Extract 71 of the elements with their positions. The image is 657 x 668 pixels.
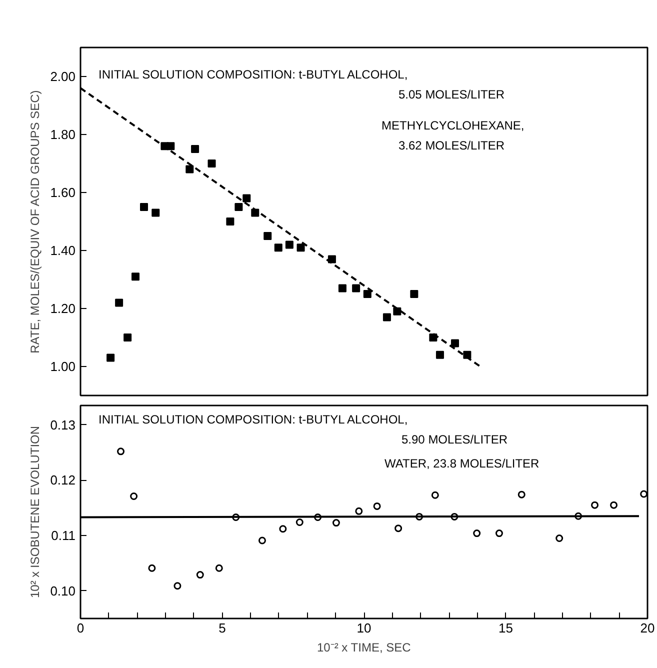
y-tick-label: 1.40 — [50, 243, 76, 258]
point — [264, 232, 272, 240]
point — [352, 284, 360, 292]
annotation: 5.05 MOLES/LITER — [398, 88, 505, 102]
y-axis-title: RATE, MOLES/(EQUIV OF ACID GROUPS SEC) — [28, 90, 42, 354]
point — [234, 203, 243, 211]
x-tick-label: 15 — [498, 620, 513, 636]
point — [191, 145, 200, 153]
y-axis-title: 10² x ISOBUTENE EVOLUTION — [28, 426, 42, 598]
x-tick-label: 0 — [76, 620, 84, 636]
point — [226, 218, 234, 226]
point — [640, 490, 648, 498]
x-tick-label: 20 — [640, 620, 655, 636]
annotation: INITIAL SOLUTION COMPOSITION: t-BUTYL ALCOHOL, — [98, 68, 408, 82]
point — [117, 448, 125, 456]
point — [106, 354, 115, 362]
annotation: WATER, 23.8 MOLES/LITER — [384, 456, 540, 470]
point — [363, 290, 372, 298]
point — [215, 564, 223, 572]
point — [196, 571, 204, 579]
y-tick-label: 0.10 — [50, 583, 76, 598]
point — [410, 290, 418, 298]
point — [148, 564, 156, 572]
point — [132, 272, 140, 281]
annotation: 5.90 MOLES/LITER — [402, 432, 508, 446]
point — [451, 339, 460, 348]
annotation: INITIAL SOLUTION COMPOSITION: t-BUTYL ALCOHOL, — [98, 412, 408, 426]
x-tick-label: 5 — [218, 620, 226, 636]
x-axis-title: 10⁻² x TIME, SEC — [316, 640, 412, 654]
y-tick-label: 0.11 — [51, 528, 76, 544]
x-tick-label: 10 — [356, 620, 372, 636]
point — [382, 313, 391, 322]
point — [124, 334, 132, 342]
point — [279, 525, 287, 533]
point — [518, 490, 526, 498]
point — [556, 534, 564, 542]
point — [274, 244, 282, 252]
point — [242, 194, 251, 202]
point — [208, 160, 216, 168]
point — [591, 501, 599, 509]
y-tick-label: 1.20 — [50, 301, 76, 316]
y-tick-label: 1.80 — [50, 127, 76, 142]
y-tick-label: 0.12 — [50, 472, 76, 488]
point — [186, 165, 194, 174]
point — [373, 502, 381, 510]
y-tick-label: 0.13 — [50, 417, 76, 432]
point — [174, 582, 182, 590]
point — [431, 491, 439, 499]
point — [258, 536, 266, 544]
point — [140, 203, 148, 211]
point — [495, 530, 503, 538]
point — [610, 501, 618, 509]
y-tick-label: 1.60 — [50, 185, 76, 200]
point — [338, 284, 346, 292]
point — [130, 492, 138, 500]
point — [473, 530, 481, 538]
point — [355, 507, 363, 515]
y-tick-label: 2.00 — [50, 69, 76, 84]
annotation: METHYLCYCLOHEXANE, — [382, 118, 524, 132]
y-tick-label: 1.00 — [50, 359, 76, 374]
point — [332, 519, 340, 527]
point — [152, 208, 160, 217]
point — [393, 307, 402, 316]
point — [285, 240, 294, 249]
point — [296, 518, 304, 526]
point — [436, 350, 444, 359]
annotation: 3.62 MOLES/LITER — [398, 138, 505, 152]
point — [296, 244, 305, 252]
point — [166, 142, 175, 150]
point — [115, 298, 124, 307]
point — [394, 524, 402, 532]
